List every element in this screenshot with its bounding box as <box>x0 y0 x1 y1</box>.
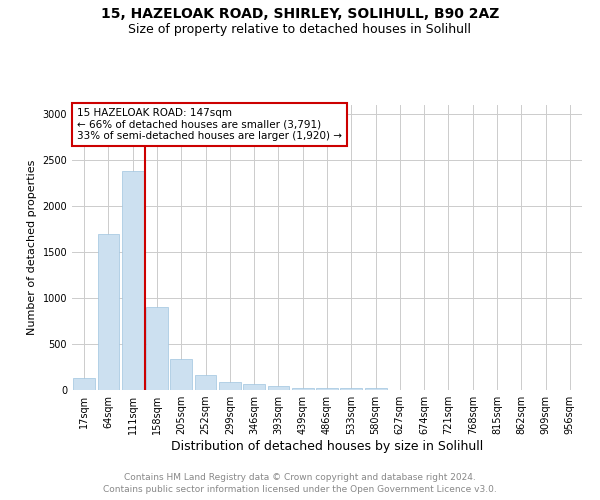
Bar <box>292 388 314 390</box>
Text: 15, HAZELOAK ROAD, SHIRLEY, SOLIHULL, B90 2AZ: 15, HAZELOAK ROAD, SHIRLEY, SOLIHULL, B9… <box>101 8 499 22</box>
Bar <box>268 386 289 390</box>
Bar <box>219 382 241 390</box>
Text: Size of property relative to detached houses in Solihull: Size of property relative to detached ho… <box>128 22 472 36</box>
Bar <box>97 234 119 390</box>
Y-axis label: Number of detached properties: Number of detached properties <box>27 160 37 335</box>
Text: 15 HAZELOAK ROAD: 147sqm
← 66% of detached houses are smaller (3,791)
33% of sem: 15 HAZELOAK ROAD: 147sqm ← 66% of detach… <box>77 108 342 141</box>
Bar <box>73 378 95 390</box>
Bar <box>170 358 192 390</box>
Bar <box>122 171 143 390</box>
Bar <box>243 384 265 390</box>
Bar <box>365 388 386 390</box>
Text: Contains HM Land Registry data © Crown copyright and database right 2024.: Contains HM Land Registry data © Crown c… <box>124 472 476 482</box>
Bar <box>146 308 168 390</box>
Bar <box>340 388 362 390</box>
Text: Contains public sector information licensed under the Open Government Licence v3: Contains public sector information licen… <box>103 485 497 494</box>
Bar <box>316 388 338 390</box>
Bar <box>194 376 217 390</box>
X-axis label: Distribution of detached houses by size in Solihull: Distribution of detached houses by size … <box>171 440 483 453</box>
